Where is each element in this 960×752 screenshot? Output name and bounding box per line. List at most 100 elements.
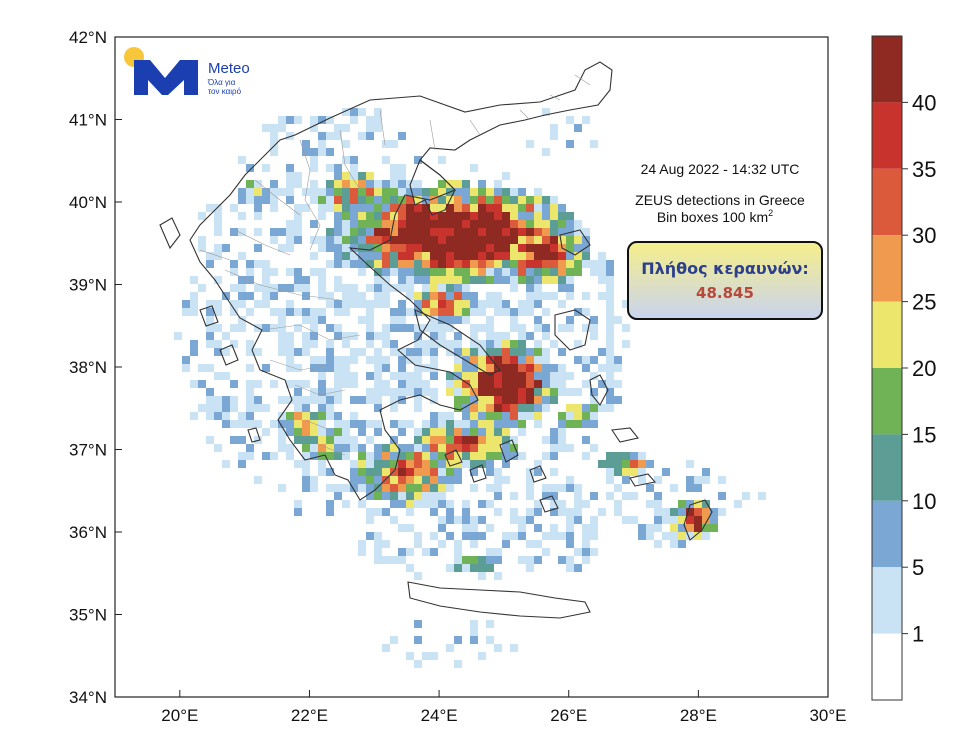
detection-bin <box>390 404 398 412</box>
legend-label: 30 <box>912 223 936 248</box>
detection-bin <box>294 388 302 396</box>
detection-bin <box>326 436 334 444</box>
detection-bin <box>534 468 542 476</box>
detection-bin <box>502 396 510 404</box>
detection-bin <box>350 356 358 364</box>
detection-bin <box>414 396 422 404</box>
detection-bin <box>478 276 486 284</box>
detection-bin <box>486 412 494 420</box>
detection-bin <box>494 244 502 252</box>
detection-bin <box>478 420 486 428</box>
detection-bin <box>462 380 470 388</box>
detection-bin <box>550 484 558 492</box>
detection-bin <box>318 388 326 396</box>
detection-bin <box>518 556 526 564</box>
detection-bin <box>366 332 374 340</box>
detection-bin <box>414 212 422 220</box>
detection-bin <box>494 548 502 556</box>
detection-bin <box>286 244 294 252</box>
detection-bin <box>678 500 686 508</box>
detection-bin <box>486 500 494 508</box>
detection-bin <box>438 204 446 212</box>
detection-bin <box>398 364 406 372</box>
detection-bin <box>342 244 350 252</box>
detection-bin <box>406 652 414 660</box>
detection-bin <box>262 164 270 172</box>
detection-bin <box>302 276 310 284</box>
detection-bin <box>622 324 630 332</box>
detection-bin <box>694 516 702 524</box>
detection-bin <box>446 460 454 468</box>
detection-bin <box>406 228 414 236</box>
detection-bin <box>422 388 430 396</box>
detection-bin <box>310 116 318 124</box>
detection-bin <box>382 220 390 228</box>
detection-bin <box>214 300 222 308</box>
detection-bin <box>566 220 574 228</box>
detection-bin <box>638 452 646 460</box>
detection-bin <box>550 124 558 132</box>
detection-bin <box>390 188 398 196</box>
detection-bin <box>286 164 294 172</box>
detection-bin <box>350 228 358 236</box>
detection-bin <box>390 204 398 212</box>
detection-bin <box>494 348 502 356</box>
detection-bin <box>438 540 446 548</box>
detection-bin <box>422 324 430 332</box>
detection-bin <box>550 380 558 388</box>
detection-bin <box>486 260 494 268</box>
detection-bin <box>374 108 382 116</box>
detection-bin <box>318 148 326 156</box>
detection-bin <box>454 196 462 204</box>
detection-bin <box>470 308 478 316</box>
legend-swatch <box>872 368 902 435</box>
detection-bin <box>398 476 406 484</box>
detection-bin <box>358 268 366 276</box>
detection-bin <box>518 396 526 404</box>
detection-bin <box>350 420 358 428</box>
detection-bin <box>294 268 302 276</box>
detection-bin <box>374 276 382 284</box>
detection-bin <box>582 524 590 532</box>
detection-bin <box>358 348 366 356</box>
detection-bin <box>302 460 310 468</box>
detection-bin <box>622 468 630 476</box>
detection-bin <box>422 276 430 284</box>
detection-bin <box>414 388 422 396</box>
detection-bin <box>486 452 494 460</box>
detection-bin <box>414 476 422 484</box>
detection-bin <box>214 412 222 420</box>
detection-bin <box>590 396 598 404</box>
detection-bin <box>414 156 422 164</box>
detection-bin <box>406 548 414 556</box>
detection-bin <box>230 380 238 388</box>
detection-bin <box>574 484 582 492</box>
detection-bin <box>334 252 342 260</box>
detection-bin <box>606 372 614 380</box>
detection-bin <box>246 380 254 388</box>
detection-bin <box>622 452 630 460</box>
detection-bin <box>278 188 286 196</box>
detection-bin <box>318 244 326 252</box>
detection-bin <box>214 244 222 252</box>
detection-bin <box>198 244 206 252</box>
detection-bin <box>382 284 390 292</box>
detection-bin <box>294 508 302 516</box>
detection-bin <box>270 452 278 460</box>
detection-bin <box>366 124 374 132</box>
detection-bin <box>518 268 526 276</box>
detection-bin <box>574 220 582 228</box>
detection-bin <box>374 508 382 516</box>
detection-bin <box>198 380 206 388</box>
detection-bin <box>550 364 558 372</box>
detection-bin <box>494 556 502 564</box>
detection-bin <box>310 164 318 172</box>
detection-bin <box>342 124 350 132</box>
detection-bin <box>462 420 470 428</box>
detection-bin <box>470 524 478 532</box>
detection-bin <box>494 428 502 436</box>
detection-bin <box>350 108 358 116</box>
detection-bin <box>302 204 310 212</box>
detection-bin <box>638 468 646 476</box>
detection-bin <box>566 564 574 572</box>
